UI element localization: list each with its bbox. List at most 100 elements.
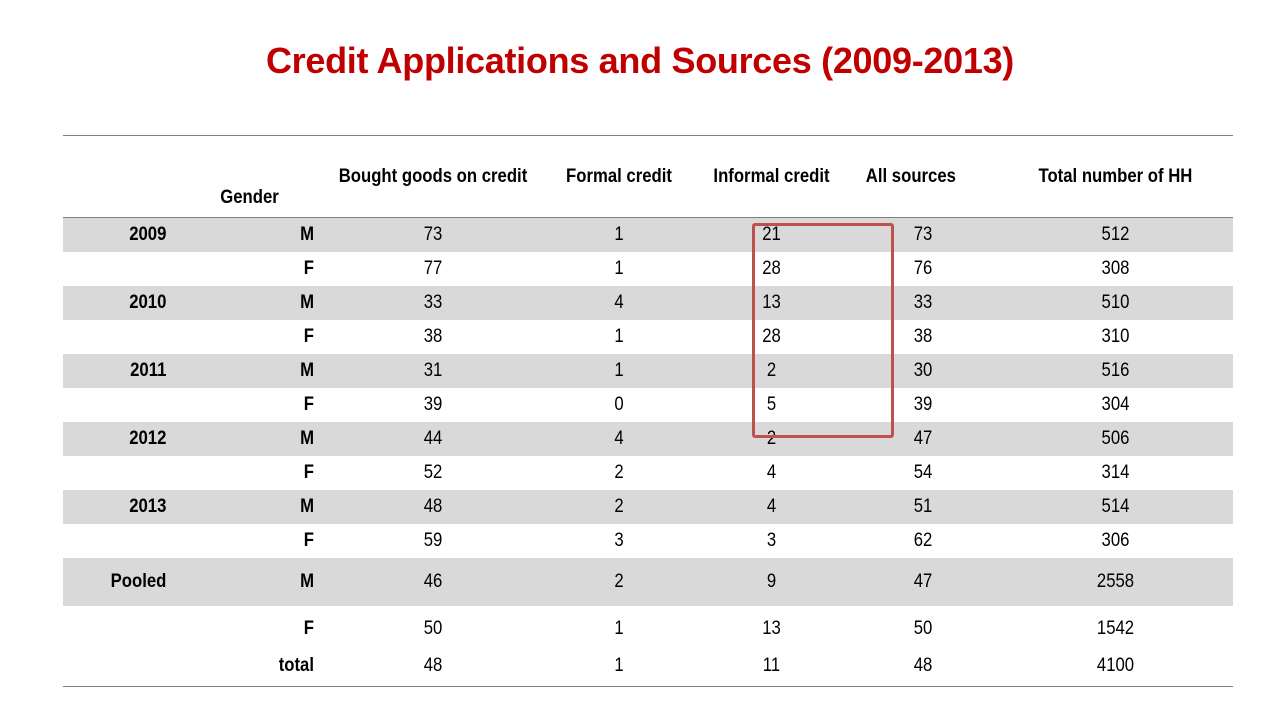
cell-formal: 3 [614,530,624,551]
cell-informal: 28 [762,258,781,279]
cell-informal: 4 [766,462,777,483]
cell-formal: 4 [552,286,686,320]
cell-gender: M [182,217,314,252]
table-row: F 77 1 28 76 308 [63,252,1233,286]
table-row: Pooled M 46 2 9 47 2558 [63,558,1233,606]
cell-total: 2558 [1012,558,1219,606]
cell-gender: F [303,462,314,483]
cell-gender: M [182,490,314,524]
cell-all: 47 [857,558,989,606]
cell-informal: 21 [704,217,839,252]
cell-gender: M [182,558,314,606]
cell-total: 4100 [1096,655,1135,676]
cell-gender: F [303,326,314,347]
cell-year: Pooled [69,558,167,606]
credit-table: Gender Bought goods on credit Formal cre… [63,135,1233,687]
page-title: Credit Applications and Sources (2009-20… [265,40,1014,81]
cell-year: 2009 [69,217,167,252]
cell-gender: M [182,286,314,320]
cell-formal: 1 [614,655,624,676]
table-row: F 59 3 3 62 306 [63,524,1233,558]
table-row: total 48 1 11 48 4100 [63,652,1233,687]
cell-informal: 28 [762,326,781,347]
cell-bought: 39 [423,394,443,415]
cell-total: 512 [1012,217,1219,252]
cell-bought: 44 [336,422,530,456]
cell-bought: 77 [423,258,443,279]
cell-all: 30 [857,354,989,388]
header-formal-credit: Formal credit [566,165,672,187]
cell-year [70,606,167,652]
cell-total: 516 [1012,354,1219,388]
cell-bought: 73 [336,217,530,252]
cell-informal: 2 [704,354,839,388]
cell-all: 48 [913,655,933,676]
table-row: 2010 M 33 4 13 33 510 [63,286,1233,320]
cell-bought: 59 [423,530,443,551]
cell-year: 2011 [69,354,167,388]
cell-all: 33 [857,286,989,320]
header-total-hh: Total number of HH [1038,165,1193,187]
cell-bought: 48 [336,490,530,524]
table-row: F 39 0 5 39 304 [63,388,1233,422]
cell-year [70,252,167,286]
table-row: F 50 1 13 50 1542 [63,606,1233,652]
cell-bought: 48 [423,655,443,676]
cell-year [70,652,167,687]
credit-table-container: Gender Bought goods on credit Formal cre… [63,135,1233,687]
header-year [70,136,167,218]
cell-gender: F [303,394,314,415]
cell-total: 314 [1101,462,1130,483]
cell-gender: total [278,655,314,676]
cell-informal: 13 [704,286,839,320]
cell-formal: 4 [552,422,686,456]
cell-bought: 31 [336,354,530,388]
cell-total: 510 [1012,286,1219,320]
cell-total: 1542 [1096,618,1135,639]
cell-total: 506 [1012,422,1219,456]
cell-bought: 46 [336,558,530,606]
cell-total: 308 [1101,258,1130,279]
table-row: 2009 M 73 1 21 73 512 [63,217,1233,252]
cell-formal: 1 [552,217,686,252]
cell-informal: 13 [762,618,781,639]
cell-total: 306 [1101,530,1130,551]
cell-all: 39 [913,394,933,415]
cell-formal: 1 [614,258,624,279]
cell-informal: 4 [704,490,839,524]
table-row: 2011 M 31 1 2 30 516 [63,354,1233,388]
cell-bought: 52 [423,462,443,483]
cell-gender: M [182,354,314,388]
cell-informal: 3 [766,530,777,551]
cell-all: 50 [913,618,933,639]
table-row: 2012 M 44 4 2 47 506 [63,422,1233,456]
cell-bought: 33 [336,286,530,320]
table-row: 2013 M 48 2 4 51 514 [63,490,1233,524]
cell-gender: F [303,258,314,279]
cell-gender: F [303,530,314,551]
table-row: F 38 1 28 38 310 [63,320,1233,354]
cell-bought: 50 [423,618,443,639]
header-row: Gender Bought goods on credit Formal cre… [63,136,1233,218]
header-informal-credit: Informal credit [713,165,830,187]
cell-informal: 9 [704,558,839,606]
cell-informal: 11 [762,655,781,676]
cell-year: 2012 [69,422,167,456]
cell-informal: 2 [704,422,839,456]
header-bought-goods: Bought goods on credit [338,165,528,187]
cell-all: 54 [913,462,933,483]
cell-formal: 2 [614,462,624,483]
cell-all: 51 [857,490,989,524]
cell-gender: M [182,422,314,456]
cell-year [70,524,167,558]
cell-total: 304 [1101,394,1130,415]
table-row: F 52 2 4 54 314 [63,456,1233,490]
cell-formal: 1 [614,326,624,347]
cell-year [70,320,167,354]
cell-formal: 1 [614,618,624,639]
cell-all: 47 [857,422,989,456]
cell-all: 76 [913,258,933,279]
cell-year: 2010 [69,286,167,320]
cell-year [70,388,167,422]
cell-formal: 2 [552,490,686,524]
